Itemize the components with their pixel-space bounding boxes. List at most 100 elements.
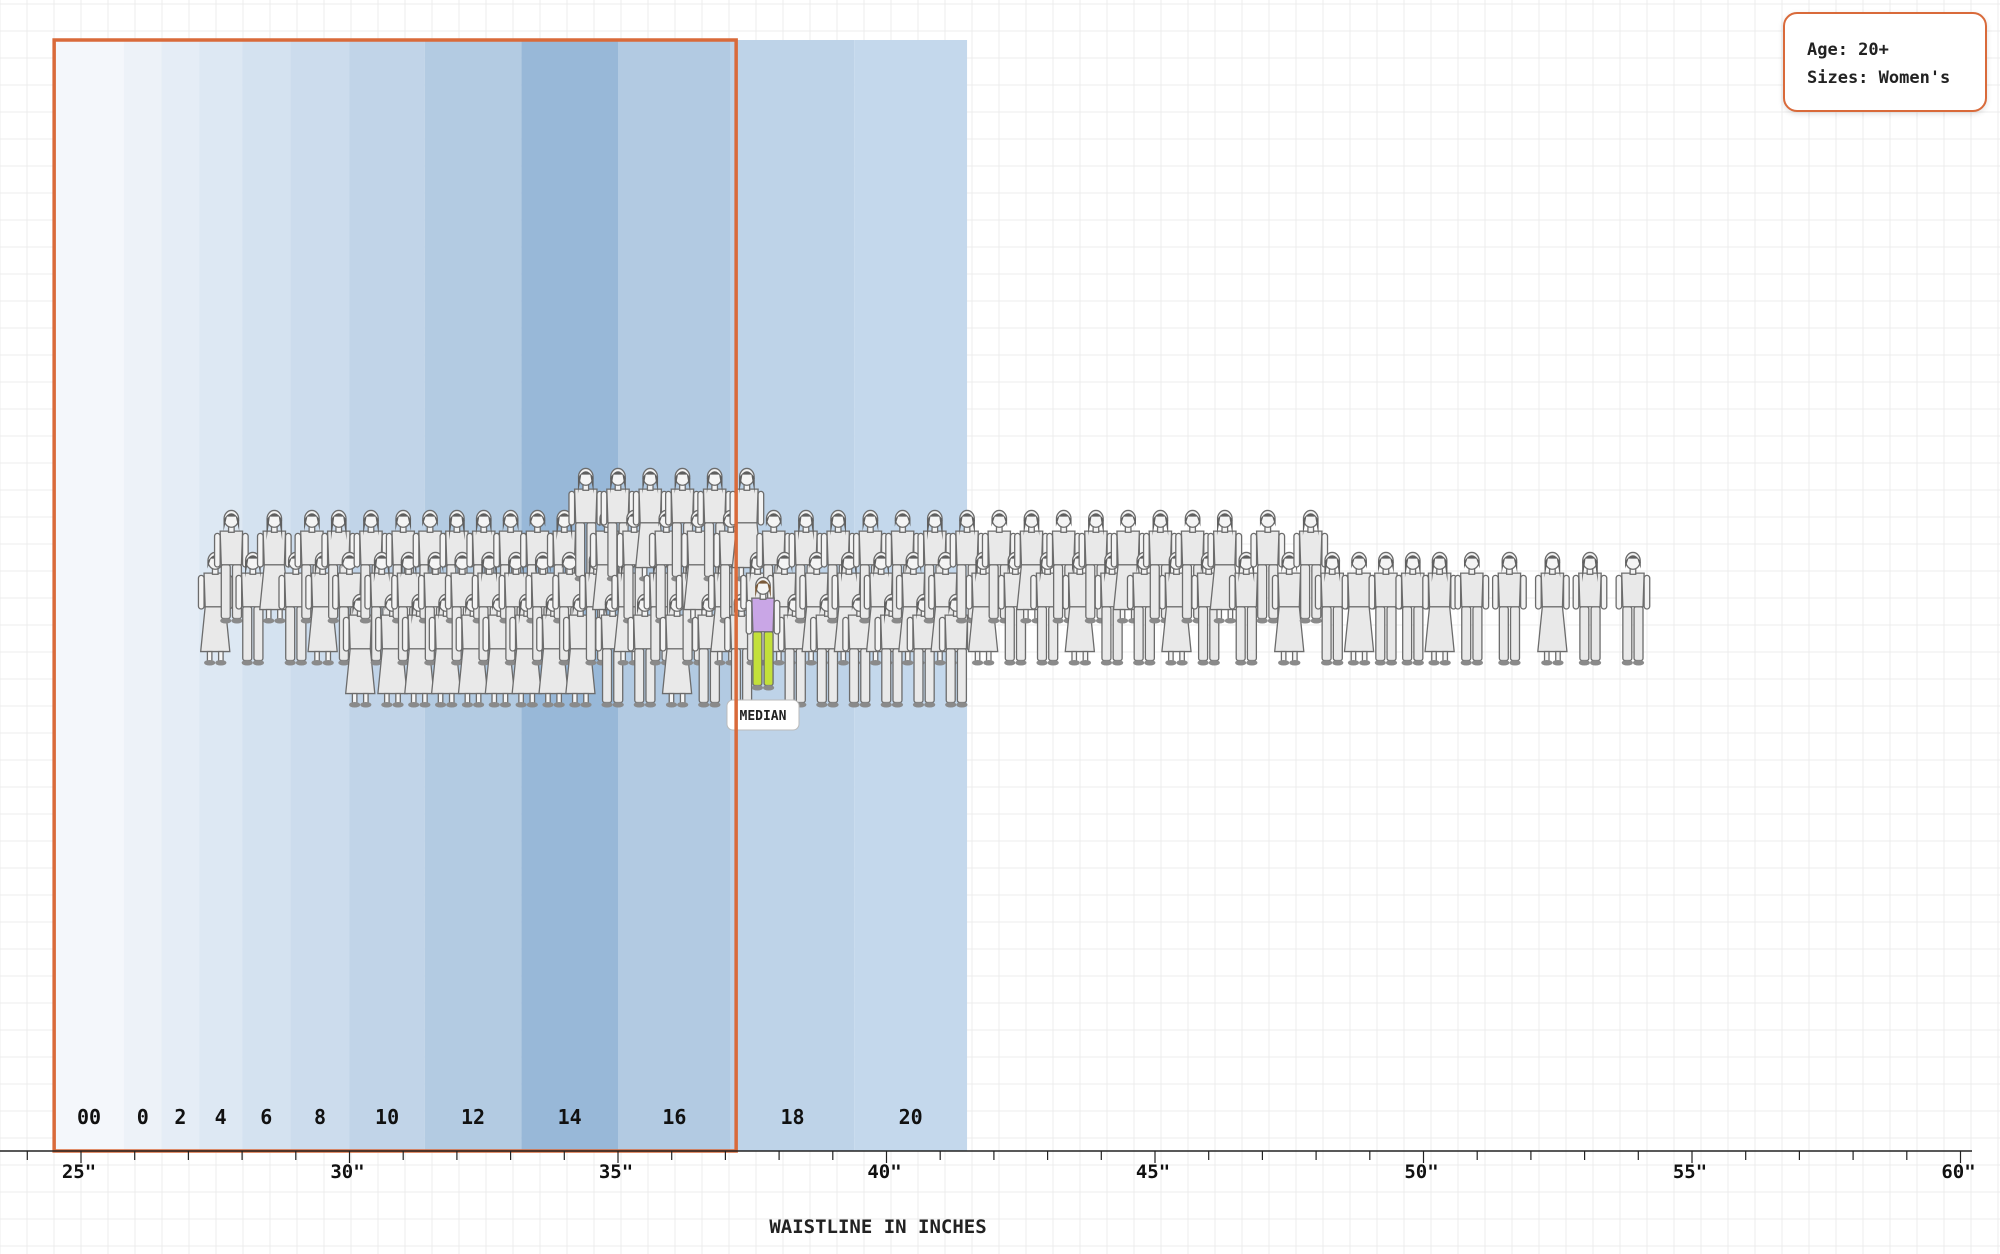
figure-arm bbox=[697, 490, 705, 526]
size-label-16: 16 bbox=[662, 1105, 686, 1129]
figure-head bbox=[1184, 509, 1201, 528]
figure-foot bbox=[869, 659, 882, 666]
figure-foot bbox=[220, 617, 232, 624]
figure-arm bbox=[412, 532, 420, 568]
figure-foot bbox=[569, 701, 581, 708]
person-figure bbox=[1534, 551, 1570, 666]
figure-torso bbox=[1497, 572, 1522, 608]
figure-foot bbox=[1412, 659, 1424, 666]
figure-foot bbox=[473, 701, 485, 708]
figure-arm bbox=[713, 532, 721, 568]
figure-arm bbox=[664, 490, 672, 526]
figure-head bbox=[1544, 551, 1561, 570]
person-figure bbox=[1271, 551, 1307, 666]
figure-leg bbox=[956, 648, 968, 704]
figure-skirt bbox=[1343, 606, 1375, 653]
figure-head bbox=[894, 509, 911, 528]
figure-foot bbox=[349, 701, 361, 708]
figure-foot bbox=[359, 617, 371, 624]
figure-foot bbox=[762, 684, 775, 691]
figure-head bbox=[561, 551, 578, 570]
figure-leg bbox=[720, 564, 731, 620]
figure-arm bbox=[724, 616, 731, 652]
figure-foot bbox=[1289, 659, 1301, 666]
figure-leg bbox=[827, 648, 839, 704]
figure-torso bbox=[735, 488, 759, 524]
figure-head bbox=[959, 509, 975, 528]
figure-leg bbox=[242, 606, 253, 662]
figure-arm bbox=[1228, 574, 1236, 610]
figure-arm bbox=[1014, 532, 1021, 568]
figure-arm bbox=[589, 532, 597, 568]
figure-leg bbox=[1472, 606, 1483, 662]
figure-arm bbox=[949, 532, 957, 568]
figure-arm bbox=[842, 616, 850, 652]
figure-leg bbox=[1085, 564, 1096, 620]
figure-arm bbox=[1615, 574, 1623, 610]
figure-arm bbox=[568, 490, 576, 526]
figure-head bbox=[448, 509, 465, 528]
figure-foot bbox=[526, 701, 538, 708]
figure-leg bbox=[1461, 606, 1472, 662]
person-figure bbox=[1615, 551, 1651, 666]
figure-arm bbox=[895, 574, 903, 610]
figure-torso bbox=[1084, 530, 1108, 566]
figure-arm bbox=[428, 616, 436, 652]
figure-leg bbox=[607, 522, 618, 578]
figure-foot bbox=[794, 617, 806, 624]
legend-age: Age: 20+ bbox=[1807, 40, 1889, 60]
figure-arm bbox=[1534, 574, 1542, 610]
figure-leg bbox=[220, 564, 231, 620]
figure-leg bbox=[945, 648, 956, 704]
figure-hair bbox=[1259, 513, 1276, 527]
figure-foot bbox=[1299, 617, 1311, 624]
figure-foot bbox=[649, 659, 661, 666]
figure-foot bbox=[488, 701, 500, 708]
figure-foot bbox=[955, 617, 968, 624]
figure-hair bbox=[1120, 513, 1136, 527]
person-figure bbox=[874, 593, 910, 708]
figure-foot bbox=[1020, 617, 1032, 624]
figure-arm bbox=[745, 599, 753, 635]
figure-foot bbox=[848, 701, 860, 708]
figure-head bbox=[755, 576, 771, 595]
figure-head bbox=[395, 509, 412, 528]
figure-torso bbox=[1277, 572, 1302, 608]
figure-foot bbox=[327, 617, 339, 624]
figure-foot bbox=[1310, 617, 1322, 624]
figure-arm bbox=[981, 532, 989, 568]
figure-foot bbox=[1133, 659, 1145, 666]
figure-arm bbox=[1314, 574, 1322, 610]
figure-foot bbox=[773, 659, 785, 666]
figure-foot bbox=[698, 701, 710, 708]
size-label-6: 6 bbox=[260, 1105, 272, 1129]
figure-leg bbox=[1036, 606, 1048, 662]
figure-foot bbox=[1176, 659, 1188, 666]
figure-foot bbox=[751, 684, 763, 691]
figure-foot bbox=[322, 659, 334, 666]
figure-arm bbox=[874, 616, 882, 652]
figure-hair bbox=[765, 513, 782, 527]
figure-leg bbox=[1181, 564, 1193, 620]
x-axis-title: WAISTLINE IN INCHES bbox=[769, 1216, 987, 1238]
figure-arm bbox=[520, 532, 527, 568]
figure-arm bbox=[675, 574, 683, 610]
figure-arm bbox=[332, 574, 339, 610]
legend-sizes: Sizes: Women's bbox=[1807, 68, 1951, 88]
figure-arm bbox=[600, 490, 608, 526]
figure-arm bbox=[757, 490, 765, 526]
figure-leg bbox=[1235, 606, 1246, 662]
figure-head bbox=[1216, 509, 1233, 528]
figure-head bbox=[862, 509, 879, 528]
figure-leg bbox=[1299, 564, 1311, 620]
person-figure bbox=[1491, 551, 1527, 666]
figure-hair bbox=[991, 513, 1008, 527]
figure-foot bbox=[580, 701, 592, 708]
figure-leg bbox=[698, 648, 709, 704]
figure-head bbox=[1625, 551, 1641, 570]
figure-foot bbox=[241, 659, 253, 666]
figure-leg bbox=[601, 648, 613, 704]
person-figure bbox=[1395, 551, 1431, 666]
figure-arm bbox=[1191, 574, 1199, 610]
figure-foot bbox=[1541, 659, 1553, 666]
